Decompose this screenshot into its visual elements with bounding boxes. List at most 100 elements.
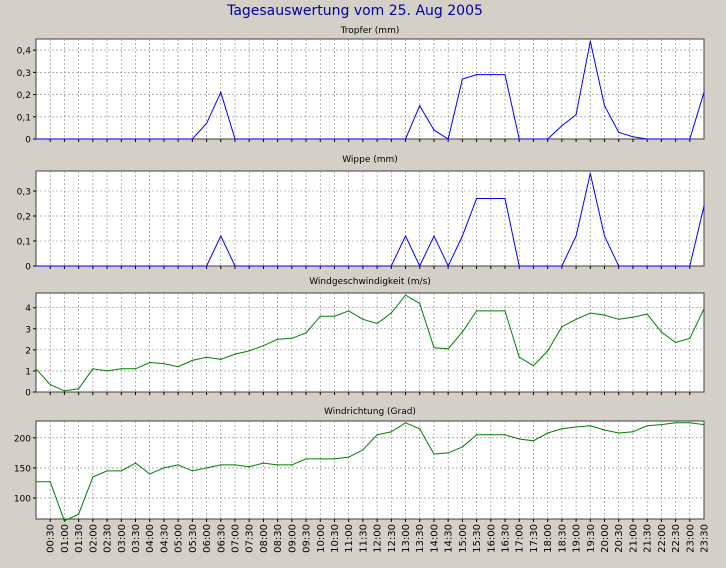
data-point xyxy=(674,422,677,424)
data-point xyxy=(703,205,705,207)
x-tick-label: 19:00 xyxy=(572,524,583,553)
plot-area xyxy=(35,292,705,393)
y-tick-label: 150 xyxy=(14,464,31,474)
data-point xyxy=(404,235,407,237)
x-tick-label: 18:30 xyxy=(557,524,568,553)
data-point xyxy=(419,265,421,267)
y-tick-label: 0,3 xyxy=(17,69,31,79)
x-tick-label: 16:00 xyxy=(486,524,497,553)
data-point xyxy=(547,432,549,434)
data-point xyxy=(163,362,165,365)
panel-title: Wippe (mm) xyxy=(342,155,398,165)
data-point xyxy=(63,390,66,392)
data-point xyxy=(248,466,250,468)
data-point xyxy=(49,138,51,140)
data-point xyxy=(63,520,66,522)
series-line xyxy=(35,294,705,392)
data-point xyxy=(447,265,449,267)
y-tick-label: 0,2 xyxy=(17,91,31,101)
data-point xyxy=(362,449,364,451)
data-point xyxy=(177,366,179,368)
x-tick-label: 07:30 xyxy=(245,524,256,553)
x-tick-label: 19:30 xyxy=(586,524,597,553)
data-point xyxy=(35,368,37,370)
data-point xyxy=(518,438,520,440)
chart-panel-4: Windrichtung (Grad) 100 150 200 xyxy=(14,407,705,522)
data-point xyxy=(49,265,51,267)
data-point xyxy=(92,368,94,370)
data-point xyxy=(262,462,265,464)
x-tick-label: 16:30 xyxy=(501,524,512,553)
y-tick-label: 4 xyxy=(25,304,31,314)
y-tick-label: 0 xyxy=(25,389,31,399)
data-point xyxy=(603,235,606,237)
data-point xyxy=(689,337,691,339)
y-tick-label: 0 xyxy=(25,136,31,146)
data-point xyxy=(234,265,236,267)
data-point xyxy=(660,331,662,333)
data-point xyxy=(547,138,549,140)
data-point xyxy=(35,265,37,267)
x-tick-label: 23:00 xyxy=(685,524,696,553)
x-tick-label: 21:00 xyxy=(628,524,639,553)
data-point xyxy=(248,350,250,352)
x-tick-label: 09:00 xyxy=(287,524,298,553)
data-point xyxy=(433,129,435,131)
data-point xyxy=(277,138,279,140)
x-tick-label: 17:00 xyxy=(515,524,526,553)
main-title: Tagesauswertung vom 25. Aug 2005 xyxy=(226,3,483,19)
data-point xyxy=(177,464,179,466)
data-point xyxy=(333,315,336,317)
x-tick-label: 01:30 xyxy=(74,524,85,553)
data-point xyxy=(660,138,662,140)
data-point xyxy=(291,265,293,267)
data-point xyxy=(461,78,463,80)
x-tick-label: 17:30 xyxy=(529,524,540,553)
data-point xyxy=(475,310,478,312)
y-tick-label: 0,1 xyxy=(17,238,31,248)
x-tick-label: 06:00 xyxy=(202,524,213,553)
data-point xyxy=(376,322,378,325)
data-point xyxy=(191,359,193,362)
data-point xyxy=(419,428,421,430)
data-point xyxy=(618,131,620,133)
data-point xyxy=(390,138,392,140)
data-point xyxy=(305,332,307,334)
x-tick-label: 08:30 xyxy=(273,524,284,553)
data-point xyxy=(277,265,279,267)
data-point xyxy=(78,265,80,267)
data-point xyxy=(362,138,364,140)
data-point xyxy=(376,265,378,267)
data-point xyxy=(475,73,478,76)
data-point xyxy=(291,337,293,339)
x-tick-label: 02:30 xyxy=(103,524,114,553)
data-point xyxy=(49,384,51,386)
data-point xyxy=(674,138,677,140)
data-point xyxy=(78,138,80,140)
data-point xyxy=(660,424,662,426)
data-point xyxy=(106,265,108,267)
data-point xyxy=(419,302,421,305)
data-point xyxy=(277,338,279,340)
x-tick-label: 08:00 xyxy=(259,524,270,553)
data-point xyxy=(504,434,506,436)
data-point xyxy=(646,265,648,267)
data-point xyxy=(632,265,634,267)
data-point xyxy=(447,452,449,454)
data-point xyxy=(376,434,378,436)
data-point xyxy=(106,370,108,372)
data-point xyxy=(348,138,350,140)
data-point xyxy=(603,105,606,107)
x-tick-label: 13:00 xyxy=(401,524,412,553)
data-point xyxy=(163,138,165,140)
data-point xyxy=(447,138,449,140)
x-tick-label: 12:00 xyxy=(373,524,384,553)
data-point xyxy=(632,136,634,138)
data-point xyxy=(490,197,492,200)
y-tick-label: 0,3 xyxy=(17,188,31,198)
data-point xyxy=(305,138,307,140)
data-point xyxy=(461,446,463,448)
data-point xyxy=(518,265,520,267)
data-point xyxy=(632,316,634,318)
